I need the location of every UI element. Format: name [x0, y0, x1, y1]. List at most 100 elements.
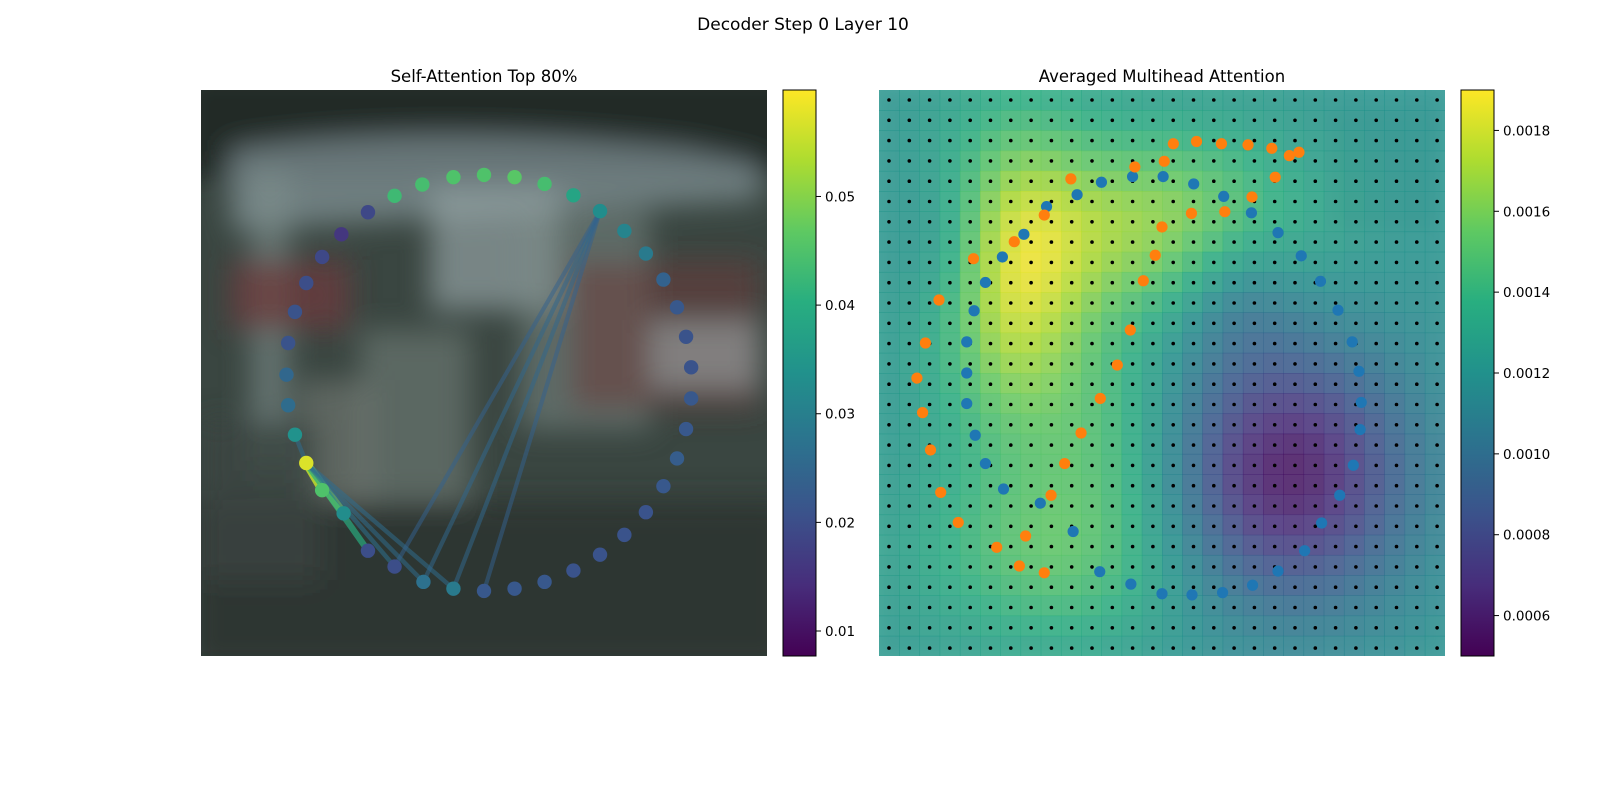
grid-dot: [1232, 240, 1236, 244]
grid-dot: [1313, 382, 1318, 387]
heatmap-cell: [1323, 635, 1345, 656]
grid-dot: [1333, 423, 1338, 427]
heatmap-cell: [1404, 615, 1426, 637]
heatmap-cell: [1222, 615, 1244, 637]
grid-dot: [1272, 504, 1277, 508]
grid-dot: [988, 585, 993, 589]
attention-point: [287, 427, 303, 442]
grid-dot: [907, 240, 912, 244]
attention-point: [287, 304, 303, 320]
grid-dot: [1354, 605, 1358, 610]
grid-dot: [1333, 504, 1338, 508]
grid-dot: [948, 199, 952, 204]
grid-dot: [1191, 443, 1196, 447]
attention-point: [279, 367, 294, 382]
grid-dot: [1415, 605, 1419, 610]
grid-dot: [1435, 423, 1439, 427]
series-point: [967, 253, 980, 265]
grid-dot: [1415, 443, 1419, 447]
grid-dot: [1313, 98, 1318, 102]
multihead-attention-panel: Averaged Multihead Attention 0.00060.000…: [879, 67, 1550, 657]
grid-dot: [1435, 585, 1439, 589]
grid-dot: [1435, 179, 1439, 183]
grid-dot: [1415, 423, 1419, 427]
heatmap-cell: [1384, 575, 1406, 596]
grid-dot: [887, 402, 891, 407]
grid-dot: [1374, 402, 1378, 407]
attention-point: [566, 188, 581, 203]
grid-dot: [1151, 118, 1155, 123]
grid-dot: [1029, 483, 1033, 488]
grid-dot: [1415, 240, 1419, 244]
series-point: [933, 294, 945, 306]
grid-dot: [988, 443, 993, 447]
grid-dot: [1171, 646, 1175, 650]
heatmap-cell: [1242, 595, 1264, 617]
grid-dot: [968, 98, 972, 102]
grid-dot: [1212, 605, 1216, 610]
grid-dot: [1090, 341, 1094, 346]
grid-dot: [907, 646, 912, 650]
grid-dot: [1232, 626, 1236, 630]
grid-dot: [1009, 220, 1013, 224]
grid-dot: [1171, 118, 1175, 123]
grid-dot: [907, 544, 912, 549]
grid-dot: [1130, 321, 1135, 326]
grid-dot: [1333, 199, 1338, 204]
grid-dot: [1272, 382, 1277, 387]
grid-dot: [1110, 341, 1115, 346]
grid-dot: [1415, 321, 1419, 326]
grid-dot: [1212, 138, 1216, 143]
grid-dot: [1151, 341, 1155, 346]
grid-dot: [1354, 220, 1358, 224]
grid-dot: [1049, 362, 1054, 366]
grid-dot: [907, 605, 912, 610]
grid-dot: [1293, 199, 1297, 204]
grid-dot: [1029, 118, 1033, 123]
grid-dot: [1069, 585, 1074, 589]
grid-dot: [1212, 362, 1216, 366]
heatmap-cell: [1404, 271, 1426, 293]
heatmap-cell: [1323, 595, 1345, 617]
grid-dot: [1049, 199, 1054, 204]
grid-dot: [1009, 280, 1013, 285]
grid-dot: [968, 199, 972, 204]
heatmap-cell: [1263, 595, 1284, 617]
grid-dot: [1232, 382, 1236, 387]
grid-dot: [1394, 280, 1399, 285]
grid-dot: [1252, 179, 1257, 183]
grid-dot: [1191, 423, 1196, 427]
grid-dot: [1394, 240, 1399, 244]
grid-dot: [1435, 544, 1439, 549]
grid-dot: [1110, 240, 1115, 244]
grid-dot: [1029, 463, 1033, 468]
grid-dot: [988, 138, 993, 143]
heatmap-cell: [1263, 514, 1284, 536]
grid-dot: [887, 423, 891, 427]
heatmap-cell: [1000, 615, 1022, 637]
grid-dot: [1252, 483, 1257, 488]
heatmap-cell: [1323, 534, 1345, 556]
grid-dot: [1232, 199, 1236, 204]
grid-dot: [968, 646, 972, 650]
grid-dot: [907, 118, 912, 123]
grid-dot: [907, 423, 912, 427]
attention-edge: [421, 208, 603, 585]
heatmap-cell: [1424, 130, 1445, 152]
grid-dot: [948, 382, 952, 387]
series-point: [1157, 170, 1169, 183]
grid-dot: [1252, 402, 1257, 407]
grid-dot: [887, 605, 891, 610]
heatmap-cell: [1424, 150, 1445, 172]
grid-dot: [1171, 280, 1175, 285]
series-point: [1314, 275, 1327, 287]
series-point: [935, 486, 947, 499]
series-point: [1218, 190, 1230, 203]
grid-dot: [1009, 544, 1013, 549]
heatmap-cell: [1384, 332, 1406, 354]
heatmap-cell: [1323, 514, 1345, 536]
grid-dot: [1333, 240, 1338, 244]
grid-dot: [907, 220, 912, 224]
heatmap-cell: [959, 635, 981, 656]
grid-dot: [1090, 199, 1094, 204]
